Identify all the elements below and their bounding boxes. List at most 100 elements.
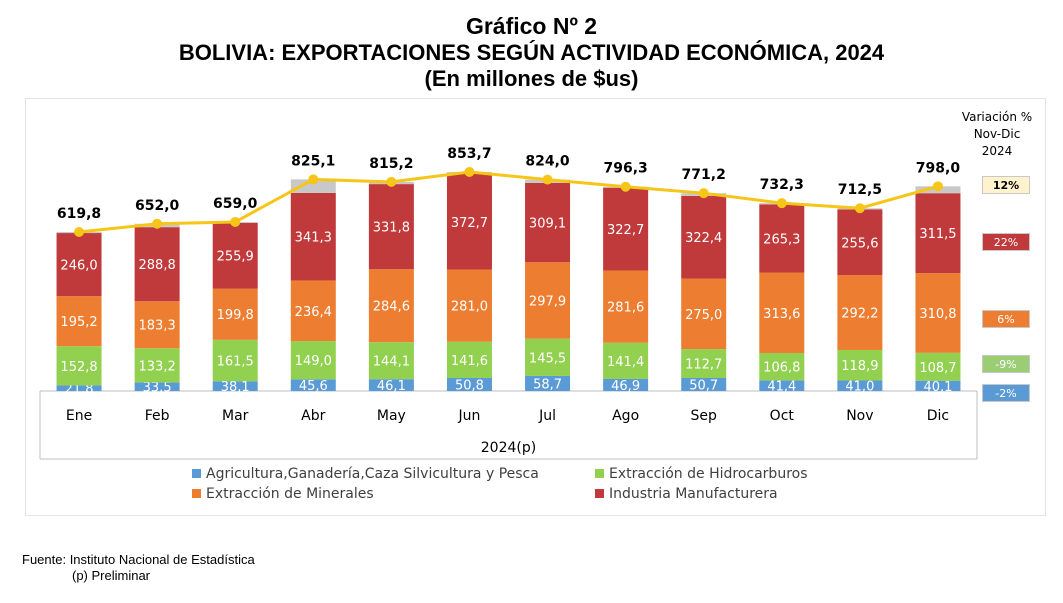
- bar-segment: [681, 349, 727, 378]
- total-point: [698, 188, 709, 199]
- total-point: [854, 203, 865, 214]
- data-label: 21,8: [65, 382, 94, 397]
- bar-segment: [212, 222, 258, 289]
- variation-box: 12%: [982, 176, 1030, 194]
- bar-segment: [681, 195, 727, 279]
- variation-box: 22%: [982, 233, 1030, 251]
- data-label: 38,1: [221, 380, 250, 395]
- data-label: 322,7: [607, 223, 644, 238]
- bar-segment: [134, 348, 180, 383]
- total-label: 798,0: [916, 160, 961, 176]
- data-label: 313,6: [763, 307, 800, 322]
- total-label: 659,0: [213, 196, 258, 212]
- x-tick-label: Feb: [145, 408, 170, 424]
- data-label: 45,6: [299, 379, 328, 394]
- total-label: 824,0: [525, 154, 570, 170]
- x-tick-label: Dic: [927, 408, 949, 424]
- bar-segment: [681, 278, 727, 350]
- bar-segment: [212, 339, 258, 382]
- bar-segment: [915, 193, 961, 274]
- total-point: [308, 174, 319, 185]
- total-label: 619,8: [57, 206, 101, 222]
- bar-segment: [915, 273, 961, 353]
- bar-segment: [56, 385, 102, 391]
- bar-segment: [212, 381, 258, 391]
- data-label: 255,9: [217, 250, 254, 265]
- total-label: 732,3: [760, 177, 804, 193]
- bar-segment: [837, 380, 883, 391]
- chart-frame: [25, 98, 1046, 516]
- data-label: 161,5: [217, 355, 254, 370]
- data-label: 108,7: [919, 361, 956, 376]
- variation-title-line: Variación %: [961, 110, 1033, 124]
- bar-segment: [368, 184, 414, 270]
- bar-segment: [290, 341, 336, 380]
- data-label: 118,9: [841, 359, 878, 374]
- total-label: 853,7: [447, 146, 491, 162]
- bar-segment: [368, 342, 414, 380]
- bar-segment: [446, 269, 492, 342]
- variation-title-line: Nov-Dic: [973, 127, 1021, 141]
- bar-segment: [368, 379, 414, 391]
- chart-title-block: Gráfico Nº 2 BOLIVIA: EXPORTACIONES SEGÚ…: [0, 12, 1063, 92]
- data-label: 133,2: [139, 359, 176, 374]
- data-label: 311,5: [919, 227, 956, 242]
- bar-segment: [837, 209, 883, 276]
- data-label: 149,0: [295, 354, 332, 369]
- total-point: [74, 227, 85, 238]
- bar-segment: [915, 380, 961, 391]
- legend-swatch: [595, 469, 604, 478]
- x-axis-title: 2024(p): [481, 440, 536, 456]
- bar-segment: [603, 378, 649, 391]
- data-label: 106,8: [763, 361, 800, 376]
- bar-segment: [56, 346, 102, 386]
- data-label: 112,7: [685, 358, 722, 373]
- preliminary-note: (p) Preliminar: [72, 568, 151, 583]
- data-label: 141,4: [607, 355, 644, 370]
- bar-segment: [525, 375, 571, 391]
- bar-segment: [759, 272, 805, 353]
- chart-main-title: BOLIVIA: EXPORTACIONES SEGÚN ACTIVIDAD E…: [178, 40, 885, 65]
- legend-swatch: [192, 469, 201, 478]
- data-label: 236,4: [295, 305, 332, 320]
- variation-title-line: 2024: [981, 144, 1013, 158]
- bar-segment: [134, 382, 180, 391]
- data-label: 183,3: [139, 319, 176, 334]
- data-label: 309,1: [529, 217, 566, 232]
- data-label: 152,8: [60, 360, 97, 375]
- bar-segment: [837, 349, 883, 381]
- bar-segment: [525, 182, 571, 263]
- data-label: 195,2: [60, 315, 97, 330]
- legend-label: Agricultura,Ganadería,Caza Silvicultura …: [206, 466, 539, 482]
- bar-segment: [915, 352, 961, 381]
- data-label: 322,4: [685, 231, 722, 246]
- data-label: 288,8: [139, 258, 176, 273]
- data-label: 275,0: [685, 308, 722, 323]
- bar-segment: [368, 269, 414, 343]
- bar-segment: [56, 233, 102, 297]
- total-point: [776, 198, 787, 209]
- total-point: [542, 174, 553, 185]
- total-point: [620, 181, 631, 192]
- data-label: 46,1: [377, 379, 406, 394]
- bar-segment: [525, 262, 571, 339]
- variation-title: Variación % Nov-Dic 2024: [955, 109, 1039, 160]
- data-label: 41,4: [767, 380, 796, 395]
- bar-segment: [759, 380, 805, 391]
- variation-box: 6%: [982, 310, 1030, 328]
- variation-box: -2%: [982, 384, 1030, 402]
- data-label: 284,6: [373, 300, 410, 315]
- variation-box: -9%: [982, 355, 1030, 373]
- chart-subtitle: (En millones de $us): [424, 66, 639, 91]
- total-label: 652,0: [135, 198, 180, 214]
- bar-segment: [134, 227, 180, 302]
- x-tick-label: Ene: [66, 408, 92, 424]
- footer: Fuente: Instituto Nacional de Estadístic…: [22, 552, 255, 584]
- legend-swatch: [192, 489, 201, 498]
- x-tick-label: Sep: [691, 408, 718, 424]
- data-label: 310,8: [919, 307, 956, 322]
- bar-segment: [603, 270, 649, 343]
- data-label: 144,1: [373, 355, 410, 370]
- bar-segment-other: [290, 179, 336, 193]
